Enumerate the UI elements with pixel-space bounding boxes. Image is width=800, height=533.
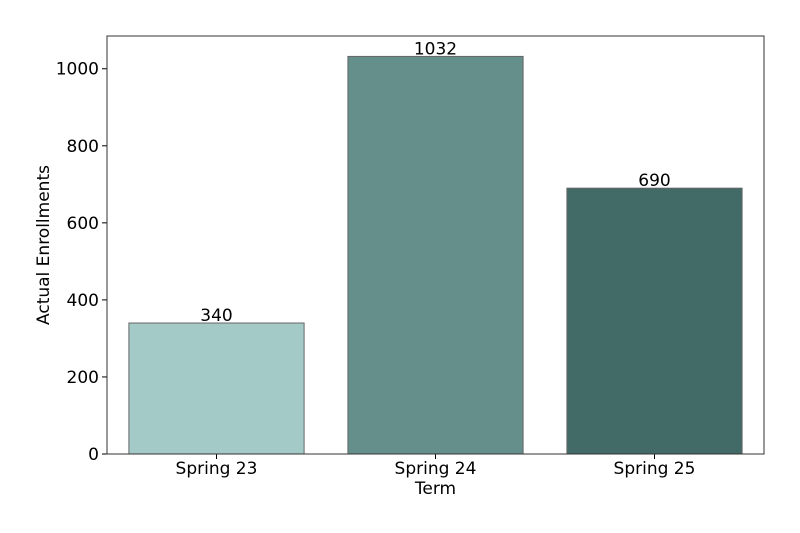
bar-spring-25 [566, 187, 743, 455]
y-axis-ticks: 0 200 400 600 800 1000 [56, 60, 107, 465]
y-tick-label: 1000 [56, 60, 99, 80]
y-tick-label: 400 [67, 291, 99, 311]
y-tick-label: 0 [88, 445, 99, 465]
y-axis-title: Actual Enrollments [34, 165, 54, 325]
y-tick-label: 800 [67, 137, 99, 157]
bars-group [128, 55, 743, 455]
x-tick-label: Spring 23 [176, 459, 258, 479]
y-tick-label: 600 [67, 214, 99, 234]
x-tick-label: Spring 25 [614, 459, 696, 479]
x-tick-label: Spring 24 [395, 459, 477, 479]
bar-value-label: 690 [638, 171, 670, 191]
bar-value-label: 340 [200, 306, 232, 326]
bar-spring-23 [128, 322, 305, 455]
x-axis-title: Term [414, 479, 456, 499]
x-axis-ticks: Spring 23 Spring 24 Spring 25 [176, 454, 696, 479]
y-tick-label: 200 [67, 368, 99, 388]
bar-value-labels: 340 1032 690 [200, 39, 670, 326]
bar-value-label: 1032 [414, 39, 457, 59]
plot-frame [106, 35, 765, 455]
bar-spring-24 [347, 55, 524, 455]
